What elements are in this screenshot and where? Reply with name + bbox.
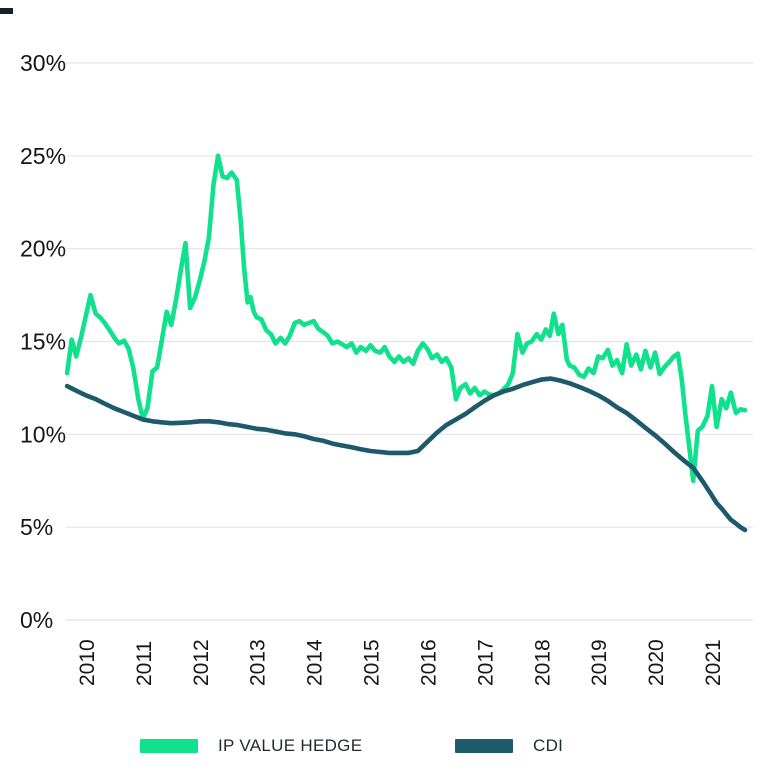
x-axis-label-2012: 2012 xyxy=(190,639,213,686)
x-axis-label-2010: 2010 xyxy=(76,639,99,686)
corner-logo-fragment xyxy=(0,8,13,14)
legend-label-cdi: CDI xyxy=(533,736,564,755)
y-axis-label-5%: 5% xyxy=(20,514,53,540)
legend-item-ip-value-hedge: IP VALUE HEDGE xyxy=(140,736,362,756)
chart-legend: IP VALUE HEDGE CDI xyxy=(0,736,768,756)
legend-swatch-ip-value-hedge-icon xyxy=(140,739,198,753)
x-axis-label-2018: 2018 xyxy=(531,639,554,686)
y-axis-label-20%: 20% xyxy=(20,236,66,262)
legend-swatch-cdi-icon xyxy=(455,739,513,753)
x-axis-label-2013: 2013 xyxy=(247,639,270,686)
y-axis-label-25%: 25% xyxy=(20,143,66,169)
x-axis-label-2021: 2021 xyxy=(702,639,725,686)
x-axis-label-2020: 2020 xyxy=(645,639,668,686)
legend-label-ip-value-hedge: IP VALUE HEDGE xyxy=(218,736,363,755)
x-axis-label-2015: 2015 xyxy=(361,639,384,686)
x-axis-label-2019: 2019 xyxy=(588,639,611,686)
x-axis-label-2011: 2011 xyxy=(133,641,156,686)
series-line-cdi xyxy=(64,376,748,533)
x-axis-label-2017: 2017 xyxy=(474,639,497,686)
line-chart-canvas: 30% 25% 20% 15% 10% 5% 0% 2010 2011 2012 2013 2014 2… xyxy=(20,50,753,686)
x-axis-label-2016: 2016 xyxy=(417,639,440,686)
legend-item-cdi: CDI xyxy=(455,736,563,756)
y-axis-label-0%: 0% xyxy=(20,607,53,633)
series-line-ip-value-hedge xyxy=(64,153,748,484)
y-axis-label-10%: 10% xyxy=(20,421,66,447)
x-axis-label-2014: 2014 xyxy=(304,639,327,686)
y-axis-label-15%: 15% xyxy=(20,329,66,355)
y-axis-label-30%: 30% xyxy=(20,50,66,76)
